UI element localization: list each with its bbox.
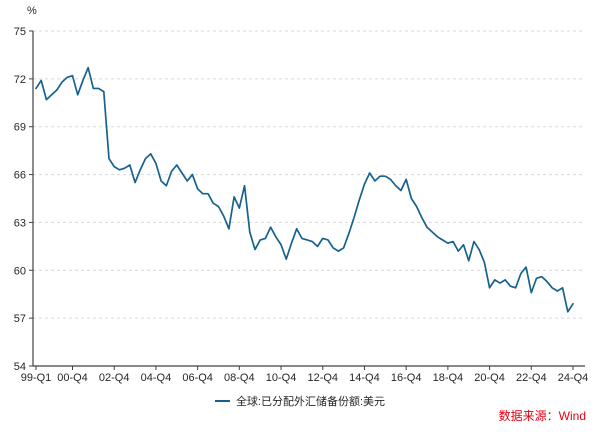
x-tick-label: 18-Q4 bbox=[433, 372, 464, 384]
y-tick-label: 75 bbox=[14, 26, 26, 38]
x-tick-label: 24-Q4 bbox=[558, 372, 589, 384]
y-tick-label: 54 bbox=[14, 361, 26, 373]
x-tick-label: 10-Q4 bbox=[266, 372, 297, 384]
y-tick-label: 66 bbox=[14, 170, 26, 182]
data-source-note: 数据来源：Wind bbox=[498, 409, 586, 423]
y-axis-unit-label: % bbox=[27, 5, 37, 17]
y-tick-label: 69 bbox=[14, 122, 26, 134]
x-tick-label: 99-Q1 bbox=[21, 372, 52, 384]
x-tick-label: 06-Q4 bbox=[182, 372, 213, 384]
y-tick-label: 72 bbox=[14, 74, 26, 86]
x-tick-label: 12-Q4 bbox=[307, 372, 338, 384]
x-tick-label: 14-Q4 bbox=[349, 372, 380, 384]
legend-series-label: 全球:已分配外汇储备份额:美元 bbox=[235, 396, 386, 408]
series-line-usd-share bbox=[35, 66, 574, 313]
x-tick-label: 00-Q4 bbox=[57, 372, 88, 384]
x-tick-label: 16-Q4 bbox=[391, 372, 422, 384]
y-tick-label: 57 bbox=[14, 313, 26, 325]
x-tick-label: 02-Q4 bbox=[99, 372, 130, 384]
x-tick-label: 08-Q4 bbox=[224, 372, 255, 384]
legend: 全球:已分配外汇储备份额:美元 bbox=[0, 393, 600, 409]
x-tick-label: 20-Q4 bbox=[474, 372, 505, 384]
x-tick-label: 22-Q4 bbox=[516, 372, 547, 384]
legend-line-marker bbox=[214, 400, 230, 402]
y-tick-label: 63 bbox=[14, 217, 26, 229]
y-tick-label: 60 bbox=[14, 265, 26, 277]
x-tick-label: 04-Q4 bbox=[141, 372, 172, 384]
